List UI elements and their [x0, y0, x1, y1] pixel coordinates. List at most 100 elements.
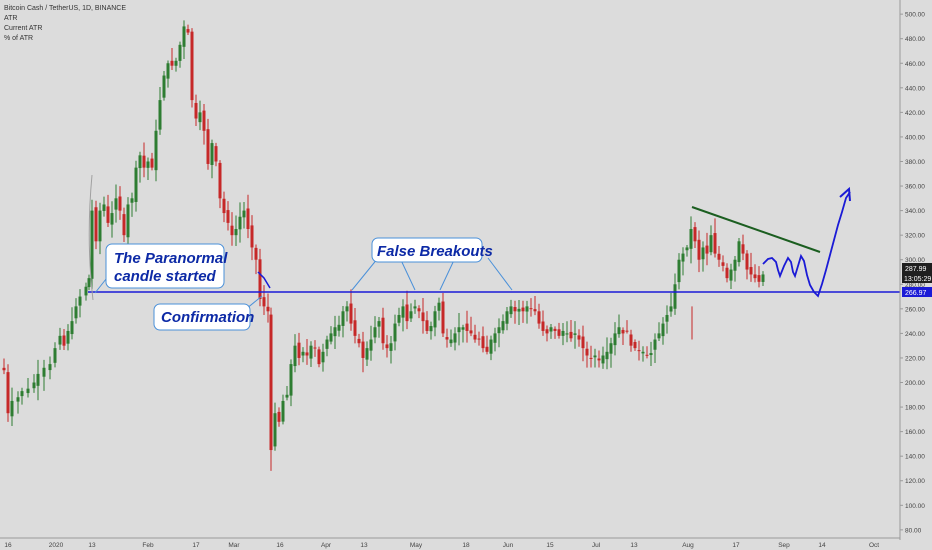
candle-body[interactable]: [729, 269, 733, 281]
candle-body[interactable]: [661, 323, 665, 337]
candle-body[interactable]: [673, 284, 677, 309]
candle-body[interactable]: [549, 327, 553, 332]
candle-body[interactable]: [385, 344, 389, 349]
candle-body[interactable]: [601, 355, 605, 364]
candle-body[interactable]: [53, 348, 57, 363]
candle-body[interactable]: [26, 388, 30, 394]
candle-body[interactable]: [102, 204, 106, 211]
candle-body[interactable]: [705, 245, 709, 254]
candle-body[interactable]: [749, 267, 753, 275]
candle-body[interactable]: [525, 306, 529, 312]
candle-body[interactable]: [465, 323, 469, 331]
candle-body[interactable]: [429, 326, 433, 332]
candle-body[interactable]: [537, 311, 541, 324]
candle-body[interactable]: [118, 196, 122, 211]
candle-body[interactable]: [649, 353, 653, 356]
candle-body[interactable]: [178, 44, 182, 61]
candle-body[interactable]: [609, 343, 613, 354]
candle-body[interactable]: [645, 354, 649, 356]
candle-body[interactable]: [657, 333, 661, 339]
candle-body[interactable]: [202, 110, 206, 131]
candle-body[interactable]: [533, 309, 537, 312]
candle-body[interactable]: [441, 301, 445, 334]
candle-body[interactable]: [238, 216, 242, 230]
candle-body[interactable]: [142, 155, 146, 168]
candle-body[interactable]: [437, 302, 441, 311]
candle-body[interactable]: [485, 346, 489, 352]
candle-body[interactable]: [146, 161, 150, 168]
candle-body[interactable]: [186, 29, 190, 33]
candle-body[interactable]: [489, 339, 493, 354]
candle-body[interactable]: [477, 338, 481, 340]
candle-body[interactable]: [369, 339, 373, 351]
candle-body[interactable]: [373, 327, 377, 338]
candle-body[interactable]: [222, 198, 226, 214]
x-axis[interactable]: 16 2020 13 Feb 17 Mar 16 Apr 13 May 18 Jun 15 Jul 13 Au…: [0, 537, 900, 549]
candle-body[interactable]: [333, 327, 337, 337]
candle-body[interactable]: [389, 343, 393, 351]
candle-body[interactable]: [553, 328, 557, 331]
candle-body[interactable]: [349, 303, 353, 324]
candle-body[interactable]: [625, 330, 629, 332]
candle-body[interactable]: [733, 259, 737, 271]
candle-body[interactable]: [713, 233, 717, 254]
candle-body[interactable]: [377, 321, 381, 327]
candle-body[interactable]: [48, 364, 52, 371]
candle-body[interactable]: [629, 334, 633, 346]
candle-body[interactable]: [513, 307, 517, 312]
candle-body[interactable]: [138, 155, 142, 169]
candle-body[interactable]: [493, 333, 497, 343]
candle-body[interactable]: [170, 60, 174, 66]
candle-body[interactable]: [6, 372, 10, 414]
candle-body[interactable]: [285, 394, 289, 398]
candle-body[interactable]: [669, 306, 673, 312]
candle-body[interactable]: [637, 350, 641, 352]
candle-body[interactable]: [126, 204, 130, 238]
y-axis[interactable]: 80.00 100.00 120.00 140.00 160.00 180.00 200.0…: [899, 0, 925, 540]
candle-body[interactable]: [214, 146, 218, 162]
candle-body[interactable]: [417, 308, 421, 312]
candle-body[interactable]: [66, 330, 70, 344]
candle-body[interactable]: [361, 341, 365, 358]
candle-body[interactable]: [58, 335, 62, 345]
candle-body[interactable]: [365, 348, 369, 360]
candle-body[interactable]: [497, 327, 501, 334]
candle-body[interactable]: [122, 214, 126, 236]
candle-body[interactable]: [289, 364, 293, 396]
candle-body[interactable]: [737, 241, 741, 263]
candle-body[interactable]: [297, 342, 301, 358]
candle-body[interactable]: [174, 60, 178, 66]
candle-body[interactable]: [321, 351, 325, 363]
candle-body[interactable]: [689, 229, 693, 249]
candle-body[interactable]: [581, 336, 585, 349]
candle-body[interactable]: [409, 311, 413, 319]
candle-body[interactable]: [266, 306, 270, 312]
candle-body[interactable]: [166, 63, 170, 79]
candle-body[interactable]: [74, 306, 78, 319]
candle-body[interactable]: [445, 337, 449, 340]
candle-body[interactable]: [545, 329, 549, 334]
candle-body[interactable]: [78, 296, 82, 306]
candle-body[interactable]: [393, 323, 397, 342]
candle-body[interactable]: [94, 207, 98, 242]
candle-body[interactable]: [301, 351, 305, 356]
candle-body[interactable]: [262, 297, 266, 307]
candle-body[interactable]: [150, 158, 154, 168]
candle-body[interactable]: [509, 306, 513, 315]
candle-body[interactable]: [665, 314, 669, 322]
candle-body[interactable]: [433, 311, 437, 328]
candle-body[interactable]: [597, 358, 601, 361]
candle-body[interactable]: [309, 345, 313, 359]
candle-body[interactable]: [98, 210, 102, 242]
candle-body[interactable]: [20, 391, 24, 397]
candle-body[interactable]: [473, 334, 477, 340]
candle-body[interactable]: [693, 227, 697, 242]
candle-body[interactable]: [405, 304, 409, 322]
candle-body[interactable]: [325, 339, 329, 349]
candle-body[interactable]: [753, 274, 757, 279]
candle-body[interactable]: [70, 321, 74, 335]
candle-body[interactable]: [633, 342, 637, 349]
candle-body[interactable]: [521, 307, 525, 312]
candle-body[interactable]: [721, 262, 725, 266]
